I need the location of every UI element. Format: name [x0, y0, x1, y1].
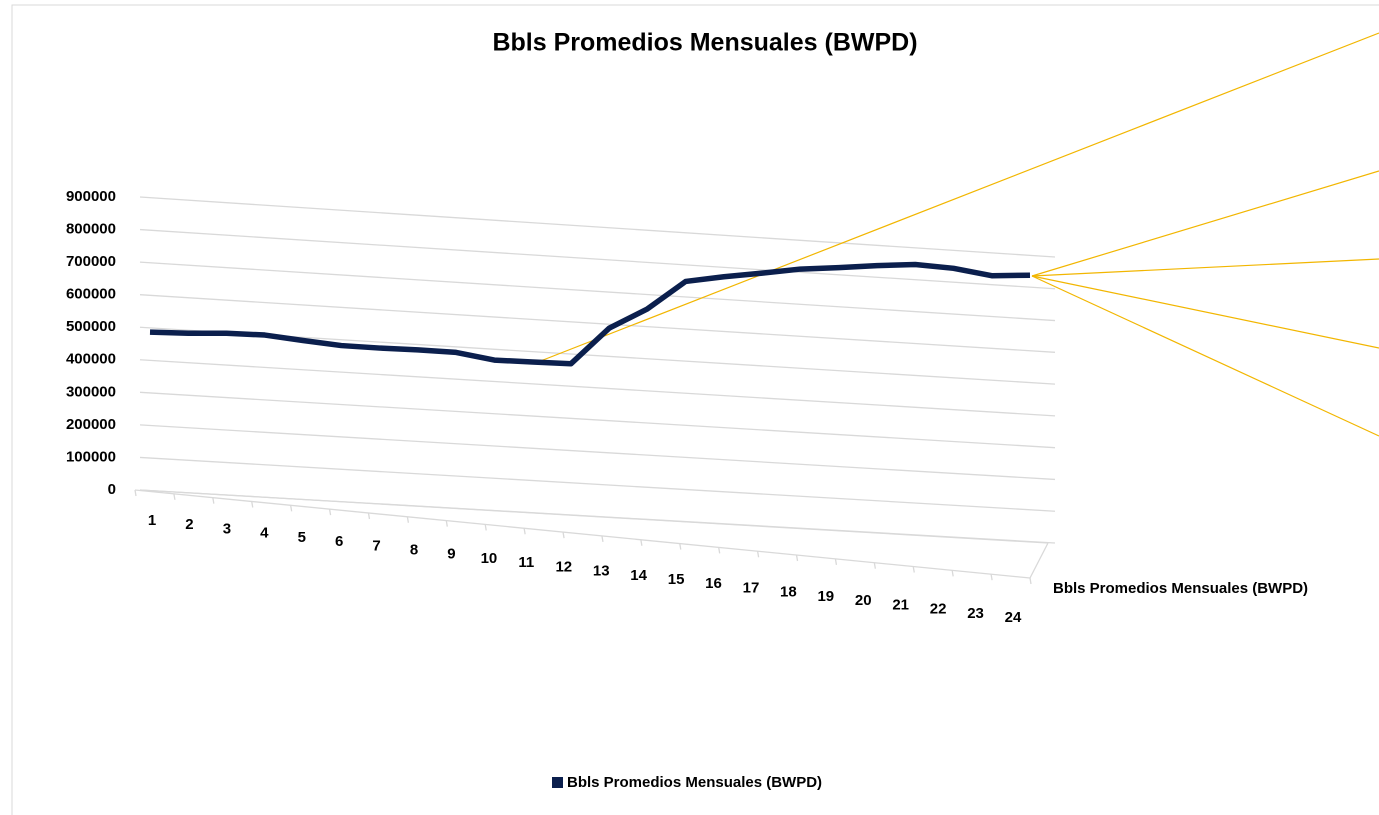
grid-line — [139, 359, 1056, 417]
x-tick-label: 16 — [705, 575, 722, 592]
y-tick-label: 100000 — [66, 448, 116, 465]
x-tick — [445, 520, 448, 527]
x-tick-label: 11 — [518, 554, 534, 571]
chart-frame — [11, 4, 1379, 815]
x-tick — [640, 539, 643, 546]
legend-swatch — [552, 777, 563, 788]
x-tick — [990, 574, 993, 581]
x-tick — [912, 566, 915, 573]
x-tick-label: 23 — [967, 605, 984, 622]
x-tick-label: 24 — [1005, 609, 1022, 626]
leader-line — [1031, 258, 1379, 277]
y-tick-label: 600000 — [66, 286, 116, 303]
x-tick-label: 3 — [223, 520, 231, 537]
x-tick-label: 5 — [298, 529, 306, 546]
x-tick — [367, 512, 371, 520]
grid-line — [139, 228, 1056, 290]
x-tick — [212, 497, 215, 504]
x-tick — [951, 570, 954, 577]
x-tick — [1029, 577, 1032, 585]
floor-edge — [1029, 542, 1049, 579]
y-tick-label: 400000 — [66, 351, 116, 368]
x-tick-label: 17 — [743, 579, 760, 596]
x-tick — [134, 489, 137, 497]
series-line — [149, 261, 1031, 367]
y-tick-label: 500000 — [66, 318, 116, 335]
x-tick — [562, 531, 565, 539]
x-tick — [679, 543, 682, 550]
x-tick — [718, 547, 721, 554]
x-tick-label: 6 — [335, 533, 343, 550]
x-tick-label: 9 — [447, 546, 455, 563]
x-tick-label: 22 — [930, 601, 947, 618]
series-axis-label: Bbls Promedios Mensuales (BWPD) — [1053, 580, 1308, 597]
x-tick — [756, 551, 760, 558]
x-tick-label: 4 — [260, 525, 269, 542]
floor-edge — [134, 489, 1031, 579]
x-tick — [601, 535, 604, 543]
x-tick-label: 2 — [185, 516, 193, 533]
legend-label: Bbls Promedios Mensuales (BWPD) — [567, 774, 822, 791]
grid-line — [139, 424, 1056, 481]
x-tick-label: 20 — [855, 592, 872, 609]
x-tick — [795, 554, 799, 562]
chart-title: Bbls Promedios Mensuales (BWPD) — [492, 29, 917, 57]
x-tick-label: 8 — [410, 541, 418, 558]
grid-line — [139, 196, 1056, 258]
grid-line — [139, 294, 1056, 353]
x-tick — [290, 505, 293, 512]
x-tick — [173, 493, 176, 500]
y-tick-label: 0 — [108, 481, 116, 498]
x-tick-label: 18 — [780, 584, 797, 601]
floor — [134, 196, 1056, 579]
leader-line — [1031, 275, 1379, 349]
x-tick — [523, 528, 526, 535]
y-tick-label: 200000 — [66, 416, 116, 433]
x-tick-label: 12 — [555, 558, 572, 575]
y-tick-label: 800000 — [66, 221, 116, 238]
x-tick-label: 14 — [630, 567, 647, 584]
leader-line — [537, 32, 1379, 363]
grid-line — [139, 391, 1056, 449]
x-tick — [834, 558, 838, 565]
grid-line — [139, 261, 1056, 322]
leader-line — [1031, 275, 1379, 437]
grid-line — [139, 456, 1056, 512]
y-tick-label: 300000 — [66, 383, 116, 400]
x-tick — [251, 501, 254, 508]
x-tick-label: 15 — [668, 571, 685, 588]
x-tick — [328, 509, 332, 516]
x-tick-label: 10 — [481, 550, 498, 567]
x-tick-label: 19 — [817, 588, 834, 605]
x-tick-label: 1 — [148, 512, 156, 529]
x-tick — [484, 524, 487, 531]
y-tick-label: 900000 — [66, 188, 116, 205]
x-tick-label: 7 — [372, 537, 380, 554]
grid-line — [139, 489, 1056, 544]
y-tick-label: 700000 — [66, 253, 116, 270]
x-tick — [873, 562, 876, 569]
x-tick-label: 13 — [593, 563, 610, 580]
leader-line — [1031, 170, 1379, 277]
leader-lines — [537, 32, 1379, 437]
x-tick-label: 21 — [892, 596, 909, 613]
x-tick — [406, 516, 410, 523]
